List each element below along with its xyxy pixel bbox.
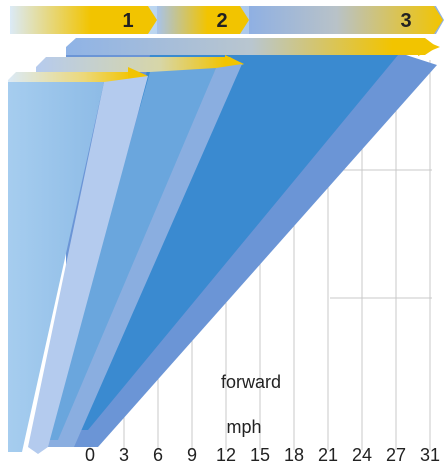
speed-tick-label: 9	[187, 445, 197, 465]
speed-axis-ticks: 0 3 6 9 12 15 18 21 24 27 31	[85, 445, 440, 465]
gear-3-arrow	[249, 6, 443, 34]
direction-label: forward	[221, 372, 281, 392]
gear-2-label: 2	[216, 10, 227, 32]
speed-tick-label: 18	[284, 445, 304, 465]
gear-2-bar	[36, 57, 242, 72]
speed-tick-label: 12	[216, 445, 236, 465]
speed-tick-label: 6	[153, 445, 163, 465]
gear-3-label: 3	[400, 10, 411, 32]
gear-2-wedge	[46, 68, 216, 440]
speed-tick-label: 27	[386, 445, 406, 465]
gear-2-arrow	[157, 6, 249, 34]
speed-tick-label: 24	[352, 445, 372, 465]
gear-3-bar-arrowhead	[418, 38, 440, 56]
speed-tick-label: 31	[420, 445, 440, 465]
gear-1-bar	[8, 72, 146, 82]
speed-tick-label: 0	[85, 445, 95, 465]
gear-1-label: 1	[122, 10, 133, 32]
gear-1-range	[8, 67, 148, 454]
speed-tick-label: 3	[119, 445, 129, 465]
gear-1-wedge	[8, 82, 104, 452]
gear-band: 1 2 3	[10, 6, 444, 34]
gear-3-bar	[66, 38, 437, 55]
speed-tick-label: 15	[250, 445, 270, 465]
gear-1-arrow	[10, 6, 157, 34]
gear-1-wedge-edge	[28, 76, 148, 454]
unit-label: mph	[226, 417, 261, 437]
gear-2-range	[36, 55, 244, 447]
speed-tick-label: 21	[318, 445, 338, 465]
